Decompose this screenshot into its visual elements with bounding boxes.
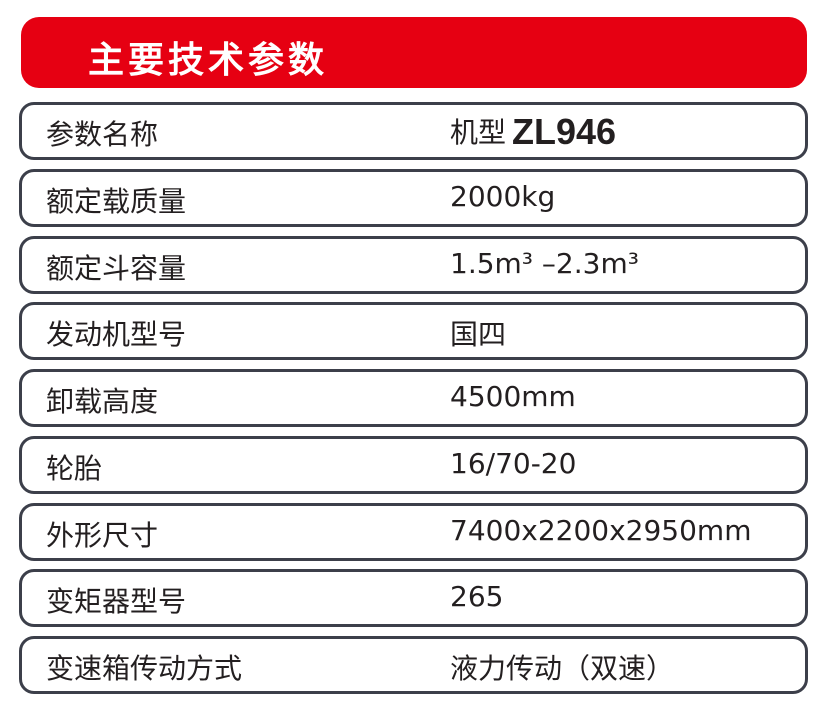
table-row: 变矩器型号 265 — [19, 569, 808, 628]
param-label: 卸载高度 — [46, 385, 159, 419]
table-row: 卸载高度 4500mm — [19, 369, 808, 428]
title-banner: 主要技术参数 — [21, 17, 807, 88]
table-row: 变速箱传动方式 液力传动（双速） — [19, 635, 808, 694]
model-prefix: 机型 — [450, 116, 507, 149]
param-value: 液力传动（双速） — [450, 651, 675, 685]
param-value: 16/70-20 — [450, 446, 577, 480]
page-title: 主要技术参数 — [88, 40, 329, 81]
param-value: 7400x2200x2950mm — [450, 513, 752, 547]
param-label: 发动机型号 — [46, 318, 187, 352]
model-header: 机型 ZL946 — [450, 109, 617, 152]
param-label: 变矩器型号 — [46, 585, 187, 619]
param-value: 国四 — [450, 318, 507, 352]
param-name-header: 参数名称 — [46, 118, 159, 151]
param-label: 外形尺寸 — [46, 518, 159, 552]
model-name: ZL946 — [512, 111, 617, 152]
param-label: 轮胎 — [46, 451, 103, 485]
table-row: 发动机型号 国四 — [19, 302, 808, 361]
table-row: 额定载质量 2000kg — [19, 169, 808, 227]
param-value: 1.5m³ –2.3m³ — [450, 246, 639, 280]
param-label: 额定载质量 — [46, 185, 187, 218]
table-header-row: 参数名称 机型 ZL946 — [19, 102, 808, 160]
table-row: 外形尺寸 7400x2200x2950mm — [19, 502, 808, 561]
param-value: 265 — [450, 580, 504, 614]
table-row: 额定斗容量 1.5m³ –2.3m³ — [19, 235, 808, 294]
table-row: 轮胎 16/70-20 — [19, 435, 808, 494]
param-value: 4500mm — [450, 380, 576, 414]
param-label: 额定斗容量 — [46, 251, 187, 285]
param-label: 变速箱传动方式 — [46, 651, 243, 685]
param-value: 2000kg — [450, 180, 556, 213]
